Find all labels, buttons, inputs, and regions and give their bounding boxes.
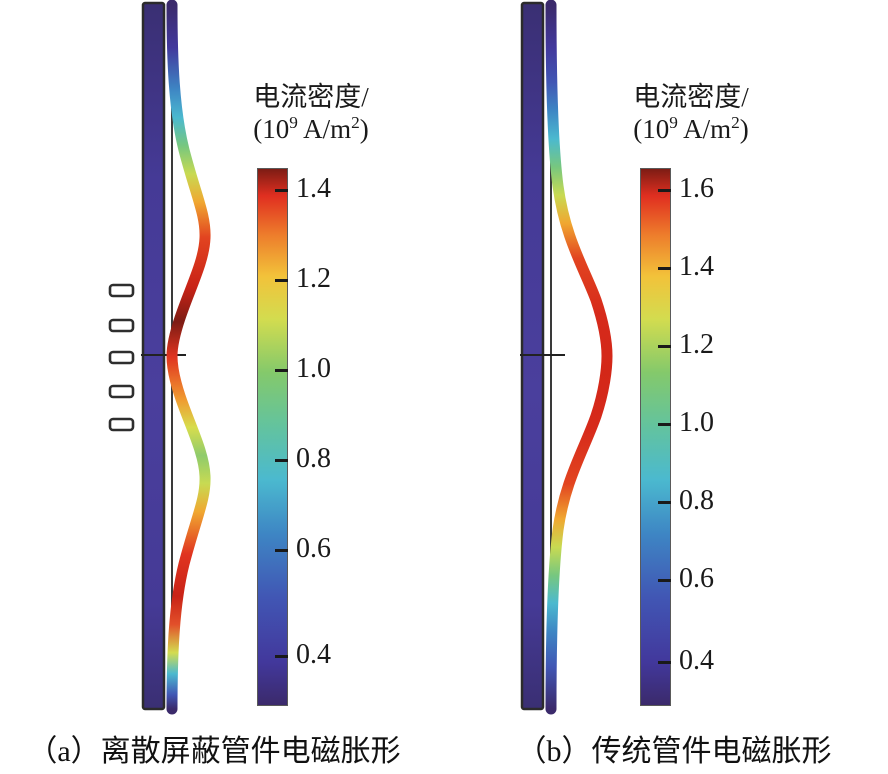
colorbar-tick-label-a-2: 1.0 <box>296 353 331 384</box>
legend-title-line2-b: (109 A/m2) <box>602 114 780 146</box>
legend-unit-exponent-a: 9 <box>289 112 298 132</box>
legend-title-line2-a: (109 A/m2) <box>222 114 400 146</box>
legend-unit-suffix-a: A/m <box>297 113 352 144</box>
shield-coil-1 <box>108 283 135 298</box>
legend-title-a: 电流密度/ (109 A/m2) <box>222 82 400 146</box>
colorbar-tick-label-a-0: 1.4 <box>296 173 331 204</box>
caption-b: （b）传统管件电磁胀形 <box>516 735 832 768</box>
legend-unit-unit-exponent-b: 2 <box>731 112 740 132</box>
colorbar-wrap-a: 1.4 1.2 1.0 0.8 0.6 <box>257 168 427 706</box>
legend-unit-prefix-a: (10 <box>253 113 290 144</box>
colorbar-tick-label-b-6: 0.4 <box>679 645 714 676</box>
colorbar-tick-label-a-5: 0.4 <box>296 639 331 670</box>
colorbar-tick-label-b-2: 1.2 <box>679 329 714 360</box>
simulation-view-b <box>520 0 613 715</box>
colorbar-wrap-b: 1.6 1.4 1.2 1.0 0.8 <box>640 168 810 706</box>
shield-coil-4 <box>108 384 135 399</box>
legend-unit-exponent-b: 9 <box>669 112 678 132</box>
colorbar-tick-label-b-3: 1.0 <box>679 407 714 438</box>
shield-coil-3 <box>108 350 135 365</box>
deformed-tube-wall-a <box>166 0 211 715</box>
legend-unit-close-a: ) <box>359 113 369 144</box>
legend-unit-unit-exponent-a: 2 <box>351 112 360 132</box>
shield-coil-5 <box>108 417 135 432</box>
legend-unit-prefix-b: (10 <box>633 113 670 144</box>
colorbar-tick-label-b-5: 0.6 <box>679 563 714 594</box>
deformed-tube-wall-b <box>545 0 613 715</box>
legend-unit-close-b: ) <box>739 113 749 144</box>
colorbar-tick-label-a-4: 0.6 <box>296 533 331 564</box>
colorbar-tick-label-b-1: 1.4 <box>679 251 714 282</box>
shield-coil-group-a <box>108 283 135 432</box>
colorbar-tick-label-b-0: 1.6 <box>679 173 714 204</box>
colorbar-tick-label-a-1: 1.2 <box>296 263 331 294</box>
panel-b: 电流密度/ (109 A/m2) 1.6 1.4 1.2 <box>444 0 888 774</box>
legend-title-b: 电流密度/ (109 A/m2) <box>602 82 780 146</box>
colorbar-gradient-b <box>640 168 671 706</box>
legend-title-line1-a: 电流密度/ <box>253 82 369 112</box>
shield-coil-2 <box>108 318 135 333</box>
panel-a: 电流密度/ (109 A/m2) 1.4 1.2 1.0 <box>27 0 427 768</box>
caption-a: （a）离散屏蔽管件电磁胀形 <box>27 735 401 768</box>
colorbar-gradient-a <box>257 168 288 706</box>
legend-title-line1-b: 电流密度/ <box>633 82 749 112</box>
colorbar-tick-label-a-3: 0.8 <box>296 443 331 474</box>
simulation-view-a <box>108 0 211 715</box>
colorbar-tick-label-b-4: 0.8 <box>679 485 714 516</box>
legend-unit-suffix-b: A/m <box>677 113 732 144</box>
